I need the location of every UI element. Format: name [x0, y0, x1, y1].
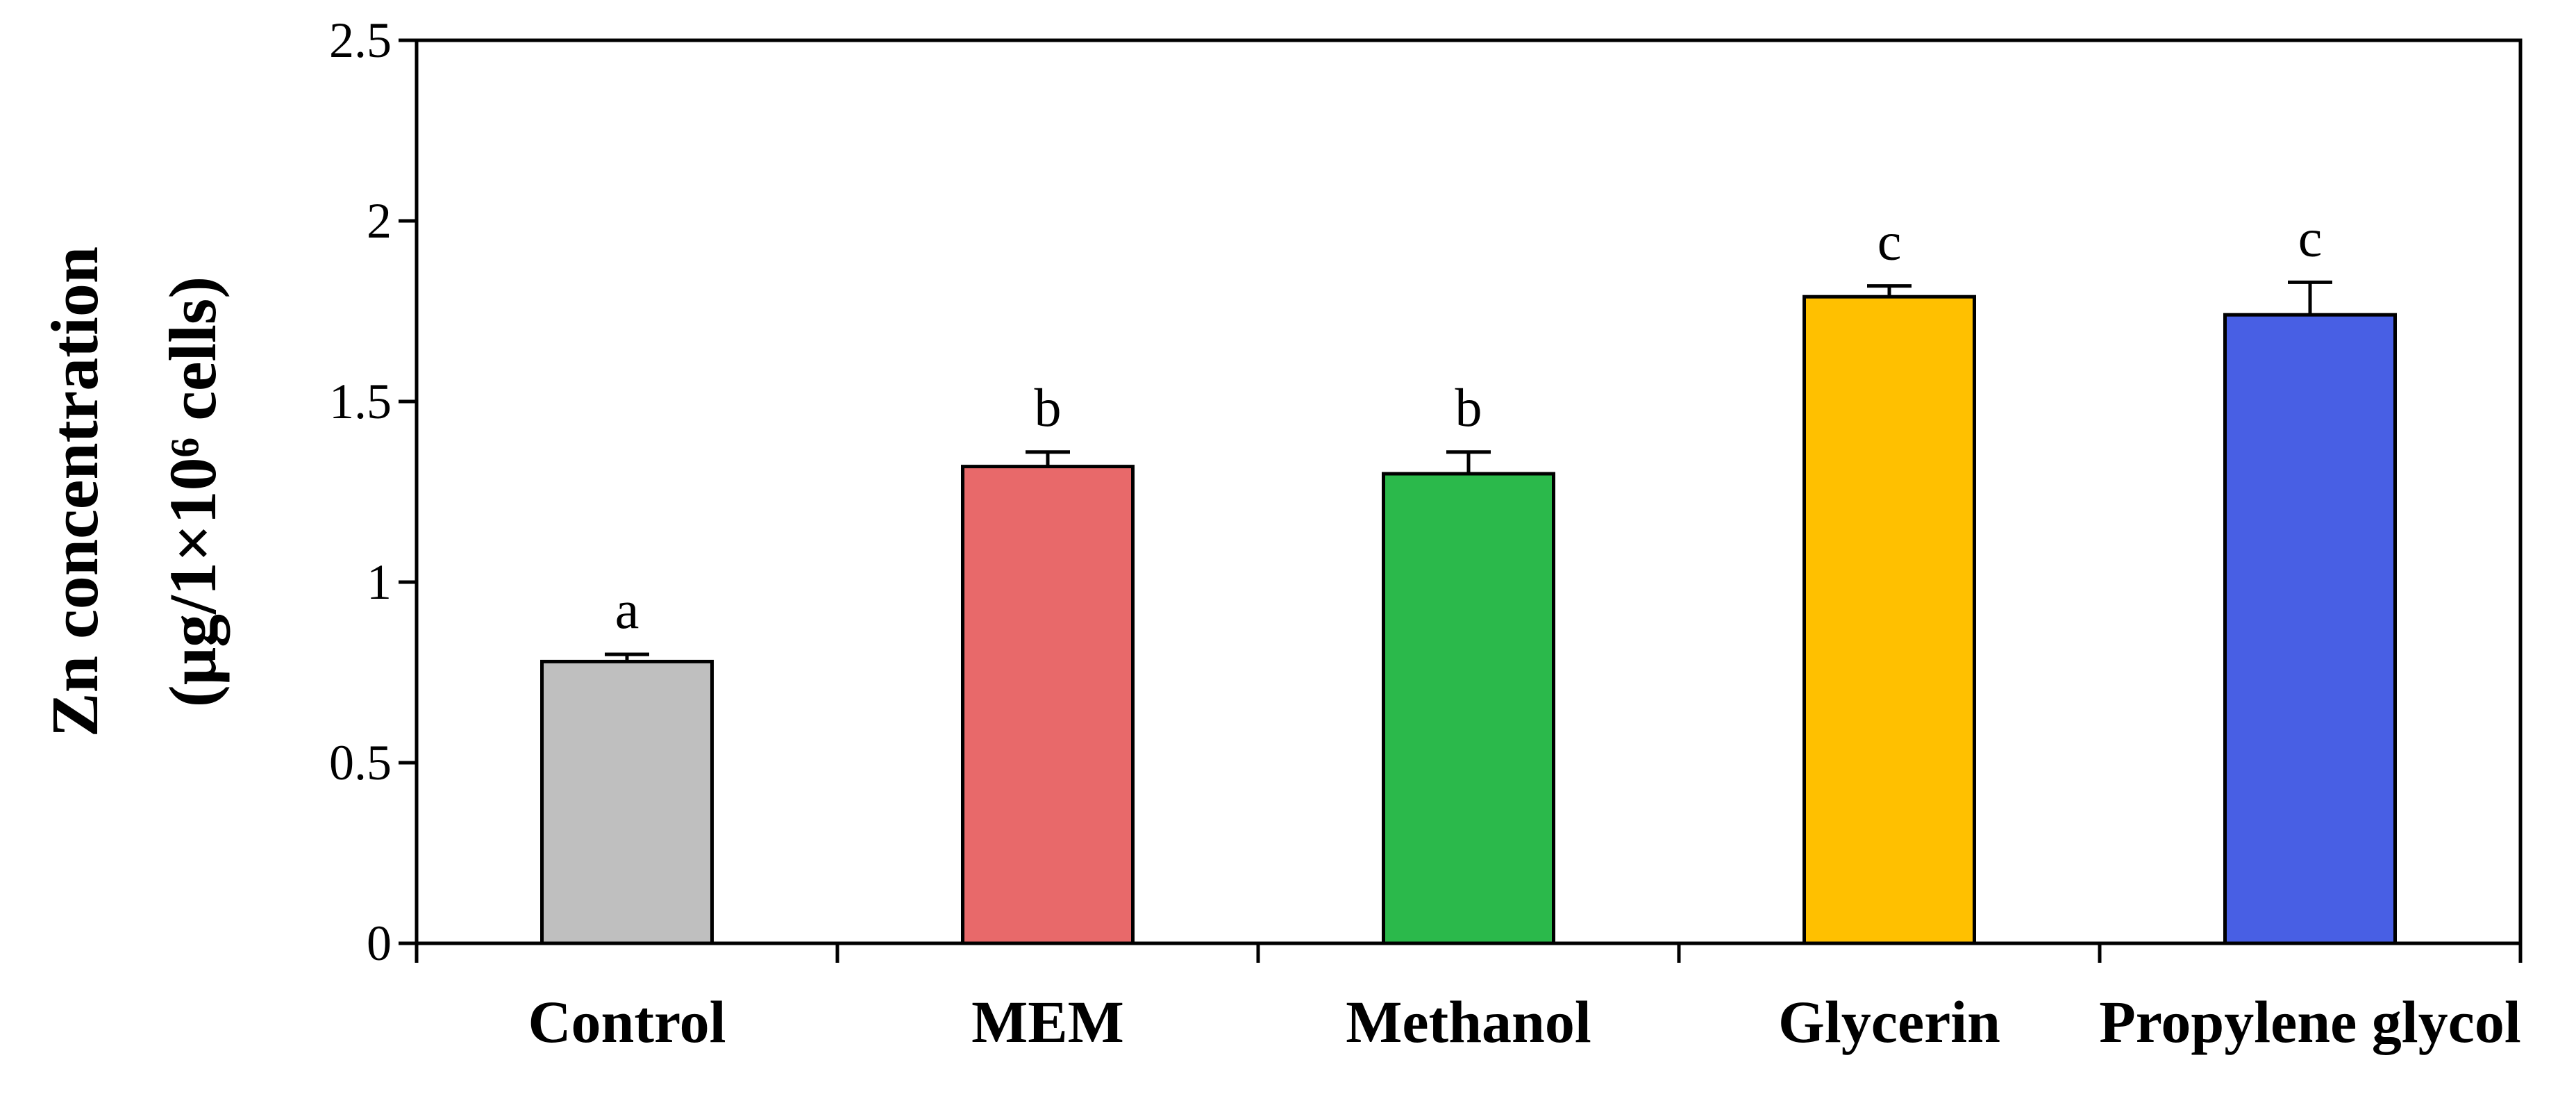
bar [1803, 295, 1976, 945]
significance-label: b [1035, 377, 1062, 438]
significance-label: a [615, 579, 639, 640]
y-tick-label: 0 [367, 916, 392, 971]
significance-label: c [2298, 207, 2323, 267]
significance-label: b [1455, 377, 1482, 438]
bar [1382, 472, 1555, 945]
x-category-label: Propylene glycol [2099, 988, 2521, 1055]
bar [2223, 313, 2397, 945]
y-axis-title: Zn concentration [37, 247, 112, 738]
y-tick-label: 2.5 [329, 13, 392, 68]
x-category-label: Control [528, 988, 726, 1055]
x-category-label: Glycerin [1778, 988, 2000, 1055]
bar [961, 465, 1135, 945]
y-axis-unit: (μg/1×10⁶ cells) [156, 276, 230, 707]
y-tick-label: 1.5 [329, 374, 392, 429]
y-tick-label: 2 [367, 193, 392, 249]
y-tick-label: 0.5 [329, 735, 392, 790]
x-category-label: Methanol [1346, 988, 1591, 1055]
significance-label: c [1877, 211, 1902, 272]
bar [540, 659, 714, 945]
y-tick-label: 1 [367, 554, 392, 610]
x-category-label: MEM [971, 988, 1124, 1055]
